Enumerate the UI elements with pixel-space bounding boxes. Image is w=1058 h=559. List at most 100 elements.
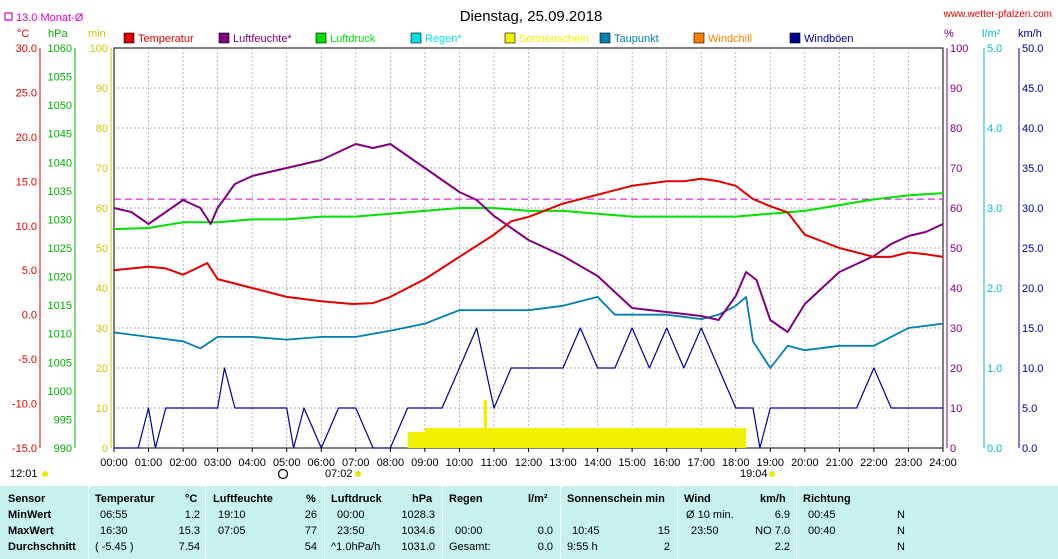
legend-swatch (504, 32, 516, 44)
min-press-value: 1028.3 (401, 509, 435, 521)
legend-label: Windböen (804, 33, 854, 45)
table-divider (796, 486, 797, 559)
max-sun-value: 15 (657, 525, 670, 537)
wind_kmh-tick-label: 45.0 (1022, 83, 1043, 95)
min-temp-time: 06:55 (100, 509, 128, 521)
header-humidity-unit: % (306, 493, 316, 505)
sunshine-bar (493, 428, 529, 448)
pressure_hpa-tick-label: 1010 (48, 329, 72, 341)
min-wind-value: 6.9 (774, 509, 790, 521)
sunrise-icon (42, 471, 48, 477)
sunshine_min-tick-label: 20 (96, 363, 108, 375)
x-tick-label: 07:00 (342, 457, 370, 469)
avg-wind-value: 2.2 (774, 541, 790, 553)
temperature-series-line (113, 177, 944, 305)
legend-swatch (599, 32, 611, 44)
wind_kmh-tick-label: 35.0 (1022, 163, 1043, 175)
sun-avg-value: 2 (663, 541, 670, 553)
max-sun-time: 10:45 (572, 525, 600, 537)
sunshine-bar (407, 432, 425, 448)
sunset-icon (769, 471, 775, 477)
sunshine_min-tick-label: 50 (96, 243, 108, 255)
humidity_pct-tick-label: 60 (950, 203, 962, 215)
min-wind-time: Ø 10 min. (686, 509, 734, 521)
x-tick-label: 21:00 (826, 457, 854, 469)
header-temperature: Temperatur (95, 493, 155, 505)
pressure_hpa-tick-label: 1055 (48, 72, 72, 84)
legend-swatch (789, 32, 801, 44)
table-divider (88, 486, 89, 559)
max-press-value: 1034.6 (401, 525, 435, 537)
x-tick-label: 19:00 (757, 457, 785, 469)
rain_lm2-tick-label: 3.0 (987, 203, 1002, 215)
left-axes: 30.0 25.0 20.0 15.0 10.0 5.0 0.0 -5.0 -10.0 -15.0… (12, 43, 112, 455)
time-left-label: 12:01 (10, 468, 38, 480)
wind_kmh-tick-label: 20.0 (1022, 283, 1043, 295)
legend-label: Taupunkt (614, 33, 659, 45)
sunshine-bar (632, 428, 667, 448)
legend-swatch (218, 32, 230, 44)
avg-temp-extra: ( -5.45 ) (95, 541, 134, 553)
header-rain: Regen (449, 493, 483, 505)
sunshine_min-tick-label: 90 (96, 83, 108, 95)
sunshine_min-tick-label: 60 (96, 203, 108, 215)
time-mid-label: 07:02 (325, 468, 353, 480)
min-dir-time: 00:45 (808, 509, 836, 521)
table-divider (677, 486, 678, 559)
rain_lm2-tick-label: 0.0 (987, 443, 1002, 455)
temperature_c-tick-label: -10.0 (12, 399, 37, 411)
avg-hum-value: 54 (304, 541, 317, 553)
legend-label: Sonnenschein (519, 33, 589, 45)
sunshine_min-tick-label: 80 (96, 123, 108, 135)
humidity-series-line (113, 143, 944, 333)
humidity_pct-tick-label: 20 (950, 363, 962, 375)
min-hum-value: 26 (304, 509, 317, 521)
pressure_hpa-tick-label: 1045 (48, 129, 72, 141)
legend-swatch (410, 32, 422, 44)
stats-table: Sensor Temperatur °C Luftfeuchte % Luftd… (0, 486, 1058, 559)
pressure_hpa-tick-label: 1015 (48, 300, 72, 312)
pressure_hpa-tick-label: 1060 (48, 43, 72, 55)
max-dir-time: 00:40 (808, 525, 836, 537)
avg-press-value: 1031.0 (401, 541, 435, 553)
header-sensor: Sensor (8, 493, 46, 505)
month-avg-icon (4, 12, 13, 21)
header-temperature-unit: °C (185, 493, 198, 505)
row-label-min: MinWert (8, 509, 52, 521)
sunshine-bar (483, 400, 488, 448)
table-divider (560, 486, 561, 559)
min-dir-value: N (897, 509, 905, 521)
x-tick-label: 13:00 (549, 457, 577, 469)
wind_kmh-tick-label: 5.0 (1022, 403, 1037, 415)
pressure_hpa-tick-label: 1020 (48, 272, 72, 284)
x-tick-label: 22:00 (860, 457, 888, 469)
sunshine-bar (528, 428, 564, 448)
x-tick-label: 24:00 (929, 457, 957, 469)
weather-chart: 30.0 25.0 20.0 15.0 10.0 5.0 0.0 -5.0 -10.0 -15.0… (4, 8, 1052, 480)
x-tick-label: 18:00 (722, 457, 750, 469)
sun-total-hours: 9:55 h (567, 541, 598, 553)
wind_kmh-tick-label: 50.0 (1022, 43, 1043, 55)
unit-hpa: hPa (48, 28, 68, 40)
min-hum-time: 19:10 (218, 509, 246, 521)
rain_lm2-tick-label: 2.0 (987, 283, 1002, 295)
avg-dir-value: N (897, 541, 905, 553)
max-temp-time: 16:30 (100, 525, 128, 537)
sunshine-bar (424, 428, 460, 448)
sunshine-bar (459, 428, 481, 448)
dewpoint-series-line (113, 295, 944, 369)
table-divider (442, 486, 443, 559)
legend-label: Luftfeuchte* (233, 33, 292, 45)
table-divider (205, 486, 206, 559)
time-right-label: 19:04 (740, 468, 768, 480)
unit-celsius: °C (17, 28, 29, 40)
pressure_hpa-tick-label: 1000 (48, 386, 72, 398)
x-tick-label: 08:00 (377, 457, 405, 469)
temperature_c-tick-label: 0.0 (22, 310, 37, 322)
sun-mid-icon (355, 471, 361, 477)
pressure_hpa-tick-label: 1050 (48, 100, 72, 112)
wind_kmh-tick-label: 15.0 (1022, 323, 1043, 335)
x-tick-label: 06:00 (307, 457, 335, 469)
sunshine_min-tick-label: 0 (102, 443, 108, 455)
temperature_c-tick-label: -5.0 (18, 354, 37, 366)
